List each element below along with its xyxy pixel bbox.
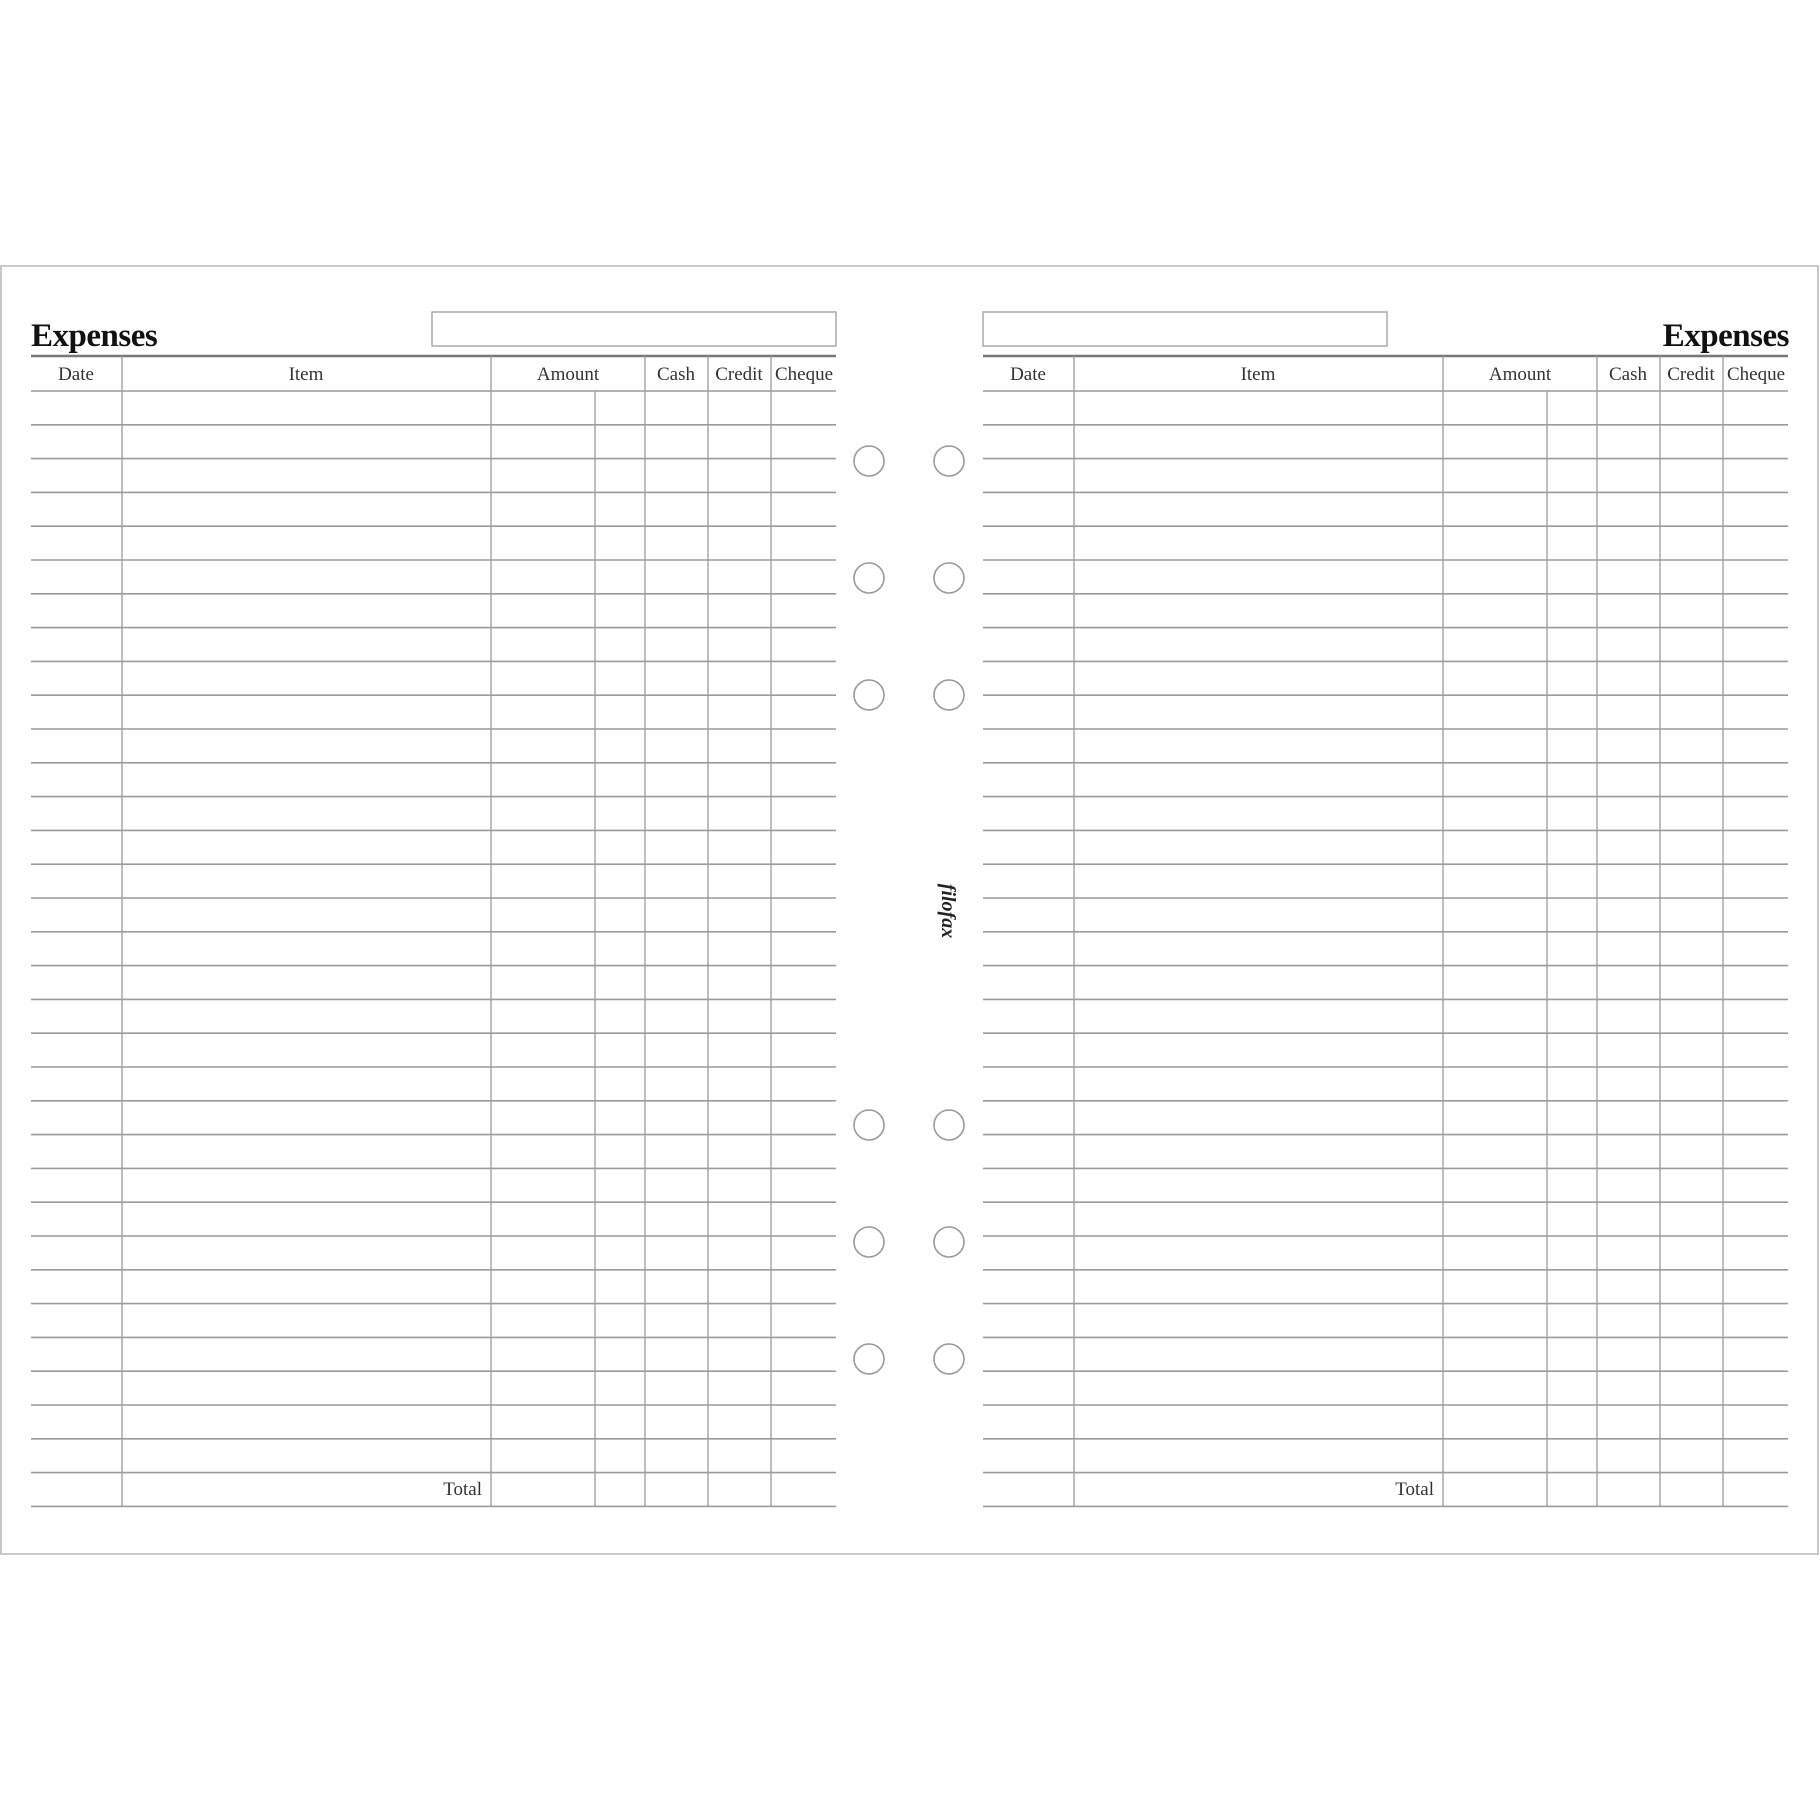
left-expense-table: Date Item Amount Cash Credit Cheque Tota… (31, 354, 836, 1508)
header-date: Date (58, 364, 94, 385)
binder-hole-icon (853, 562, 885, 594)
header-amount: Amount (537, 364, 600, 385)
binder-holes (853, 445, 965, 1375)
binder-hole-icon (853, 445, 885, 477)
header-amount: Amount (1489, 364, 1552, 385)
total-label: Total (1395, 1479, 1434, 1500)
binder-hole-icon (933, 679, 965, 711)
right-page-title: Expenses (1663, 318, 1790, 354)
header-credit: Credit (715, 364, 763, 385)
header-cash: Cash (657, 364, 696, 385)
filofax-logo: filofax (937, 884, 959, 938)
page-border (0, 265, 1819, 1555)
binder-hole-icon (853, 1343, 885, 1375)
right-expense-table: Date Item Amount Cash Credit Cheque Tota… (983, 354, 1788, 1508)
header-credit: Credit (1667, 364, 1715, 385)
binder-hole-icon (933, 1226, 965, 1258)
binder-hole-icon (933, 445, 965, 477)
binder-hole-icon (933, 1343, 965, 1375)
header-item: Item (1241, 364, 1276, 385)
binder-hole-icon (933, 562, 965, 594)
binder-hole-icon (853, 679, 885, 711)
binder-hole-icon (933, 1109, 965, 1141)
left-page-title: Expenses (31, 318, 158, 354)
header-cash: Cash (1609, 364, 1648, 385)
header-cheque: Cheque (1727, 364, 1785, 385)
total-label: Total (443, 1479, 482, 1500)
header-date: Date (1010, 364, 1046, 385)
header-item: Item (289, 364, 324, 385)
right-name-field[interactable] (982, 311, 1388, 347)
left-name-field[interactable] (431, 311, 837, 347)
binder-hole-icon (853, 1226, 885, 1258)
header-cheque: Cheque (775, 364, 833, 385)
binder-hole-icon (853, 1109, 885, 1141)
